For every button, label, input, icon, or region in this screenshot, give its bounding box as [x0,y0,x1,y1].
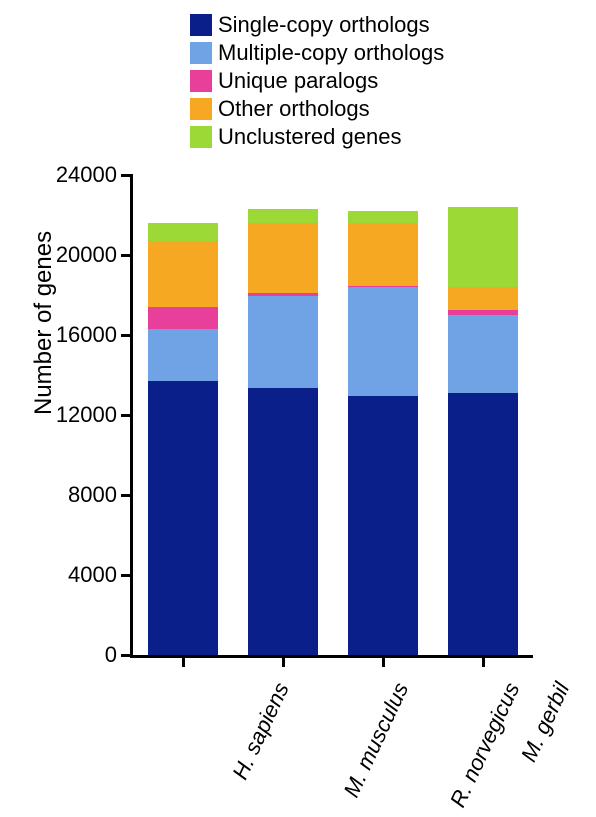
bar-segment-unique-paralogs [448,310,518,315]
legend-swatch [190,42,212,64]
y-tick-label: 16000 [56,322,117,348]
y-tick-label: 12000 [56,402,117,428]
x-tick [282,655,285,667]
x-tick [482,655,485,667]
x-tick [182,655,185,667]
y-tick-label: 0 [105,642,117,668]
legend-label: Single-copy orthologs [218,12,430,38]
legend-item-unclustered: Unclustered genes [190,124,444,150]
legend-label: Unclustered genes [218,124,401,150]
y-tick [121,414,133,417]
y-tick [121,334,133,337]
bar-segment-other-orthologs [248,223,318,293]
y-tick [121,174,133,177]
legend-label: Other orthologs [218,96,370,122]
legend-swatch [190,14,212,36]
bar-segment-other-orthologs [348,223,418,286]
bar-segment-unclustered [248,209,318,223]
plot-area: 04000800012000160002000024000H. sapiensM… [130,175,533,658]
legend: Single-copy orthologs Multiple-copy orth… [190,12,444,152]
legend-item-single-copy: Single-copy orthologs [190,12,444,38]
bar-segment-single-copy [348,396,418,655]
bar-segment-unique-paralogs [148,307,218,329]
bar-segment-multiple-copy [348,287,418,396]
bar-segment-unclustered [448,207,518,287]
bar-segment-unclustered [348,211,418,223]
bar-segment-single-copy [448,393,518,655]
legend-swatch [190,126,212,148]
y-tick-label: 8000 [68,482,117,508]
y-tick-label: 20000 [56,242,117,268]
y-tick [121,494,133,497]
bar-segment-multiple-copy [448,315,518,393]
x-tick-label: M. musculus [339,679,415,802]
y-tick-label: 4000 [68,562,117,588]
legend-swatch [190,70,212,92]
x-tick-label: M. gerbil [516,679,575,766]
bar-segment-multiple-copy [148,329,218,381]
legend-swatch [190,98,212,120]
legend-item-other-orthologs: Other orthologs [190,96,444,122]
bar-segment-other-orthologs [148,241,218,307]
legend-label: Multiple-copy orthologs [218,40,444,66]
y-tick [121,574,133,577]
x-tick-label: H. sapiens [227,679,294,784]
legend-label: Unique paralogs [218,68,378,94]
legend-item-multiple-copy: Multiple-copy orthologs [190,40,444,66]
chart-canvas: Single-copy orthologs Multiple-copy orth… [0,0,596,817]
bar-segment-multiple-copy [248,296,318,388]
bar-segment-unique-paralogs [348,286,418,287]
bar-segment-other-orthologs [448,287,518,310]
x-tick [382,655,385,667]
bar-segment-unclustered [148,223,218,241]
y-axis-title: Number of genes [30,231,58,415]
y-tick-label: 24000 [56,162,117,188]
x-tick-label: R. norvegicus [445,679,525,812]
y-tick [121,254,133,257]
bar-segment-single-copy [148,381,218,655]
bar-segment-single-copy [248,388,318,655]
legend-item-unique-paralogs: Unique paralogs [190,68,444,94]
bar-segment-unique-paralogs [248,293,318,296]
y-tick [121,654,133,657]
